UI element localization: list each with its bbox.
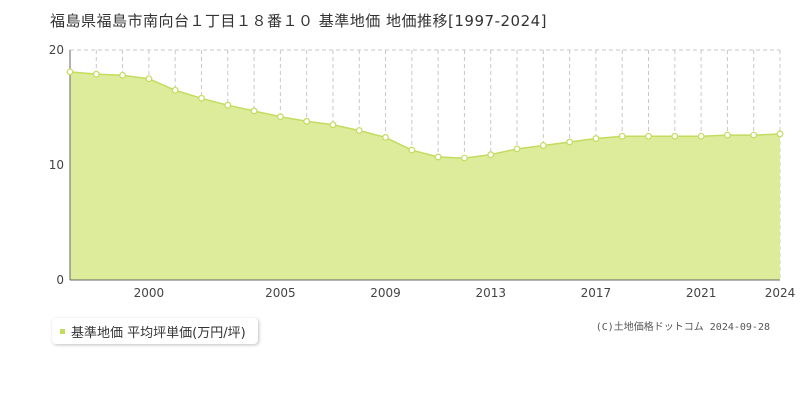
data-point [434, 153, 442, 161]
series-area [69, 71, 781, 280]
data-point [592, 135, 600, 142]
data-point [198, 94, 205, 102]
series-line [69, 71, 781, 159]
data-point [697, 132, 705, 140]
x-tick-label: 2000 [134, 286, 165, 300]
data-point [355, 127, 363, 134]
chart-title: 福島県福島市南向台１丁目１８番１０ 基準地価 地価推移[1997-2024] [50, 12, 548, 30]
data-point [461, 154, 468, 162]
axes [69, 50, 780, 281]
data-point [145, 75, 153, 83]
data-points [66, 68, 784, 162]
x-tick-label: 2009 [370, 286, 401, 300]
data-point [329, 121, 337, 129]
data-point [119, 71, 126, 79]
data-point [724, 131, 731, 139]
data-point [276, 113, 284, 121]
data-point [513, 145, 521, 153]
data-point [750, 131, 758, 139]
data-point [224, 101, 232, 109]
x-tick-label: 2013 [475, 286, 506, 300]
data-point [539, 142, 547, 149]
data-point [171, 86, 179, 94]
data-point [776, 130, 784, 138]
data-point [92, 70, 100, 78]
area-fill [70, 71, 780, 280]
data-point [618, 132, 626, 140]
data-point [408, 146, 416, 154]
data-point [671, 132, 679, 140]
legend-label: 基準地価 平均坪単価(万円/坪) [71, 325, 246, 341]
data-point [303, 117, 311, 125]
x-tick-label: 2024 [765, 286, 796, 300]
data-point [66, 68, 74, 76]
x-tick-label: 2005 [265, 286, 296, 300]
y-tick-label: 10 [49, 158, 64, 172]
data-point [566, 138, 574, 146]
y-tick-label: 0 [56, 273, 64, 287]
copyright-text: (C)土地価格ドットコム 2024-09-28 [595, 322, 770, 333]
y-tick-label: 20 [49, 43, 64, 57]
x-tick-label: 2021 [686, 286, 717, 300]
x-tick-label: 2017 [581, 286, 612, 300]
tick-labels: 0 10 20 2000 2005 2009 2013 2017 2021 2024 [49, 43, 796, 300]
legend-marker [60, 328, 65, 334]
legend: 基準地価 平均坪単価(万円/坪) [52, 318, 258, 344]
data-point [645, 132, 652, 140]
data-point [250, 107, 258, 115]
data-point [487, 151, 495, 159]
data-point [382, 133, 389, 141]
